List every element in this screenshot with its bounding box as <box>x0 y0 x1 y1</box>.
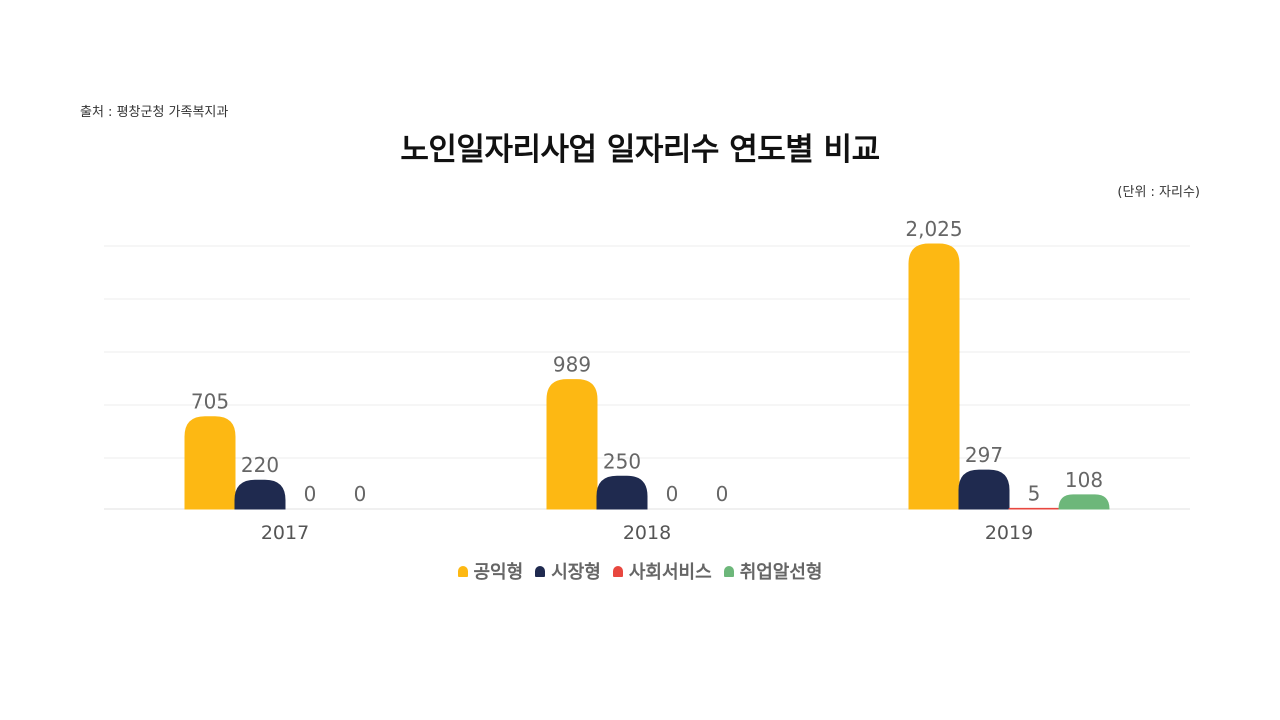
legend-label-1: 시장형 <box>551 562 601 583</box>
legend-item-2[interactable]: 사회서비스 <box>612 558 712 584</box>
x-tick-label-2017: 2017 <box>261 522 309 544</box>
data-label-2018-series-2: 0 <box>666 482 679 506</box>
bar-2017-series-0[interactable] <box>184 416 236 510</box>
legend-item-0[interactable]: 공익형 <box>457 558 524 584</box>
bar-2019-series-1[interactable] <box>958 469 1010 510</box>
bar-2018-series-1[interactable] <box>596 475 648 510</box>
data-label-2017-series-1: 220 <box>241 453 279 477</box>
data-label-2018-series-0: 989 <box>553 353 591 377</box>
legend-swatch-0 <box>457 565 468 577</box>
bar-2018-series-0[interactable] <box>546 379 598 510</box>
legend-swatch-2 <box>612 565 623 577</box>
legend-swatch-3 <box>723 565 734 577</box>
chart-title: 노인일자리사업 일자리수 연도별 비교 <box>400 132 880 168</box>
data-label-2019-series-2: 5 <box>1028 481 1041 505</box>
x-tick-label-2019: 2019 <box>985 522 1033 544</box>
bar-2017-series-1[interactable] <box>234 479 286 510</box>
data-label-2019-series-1: 297 <box>965 443 1003 467</box>
bar-2019-series-2[interactable] <box>1008 507 1060 510</box>
legend-item-3[interactable]: 취업알선형 <box>723 558 823 584</box>
legend-label-0: 공익형 <box>473 562 524 583</box>
bar-2019-series-3[interactable] <box>1058 494 1110 510</box>
x-tick-label-2018: 2018 <box>623 522 671 544</box>
data-label-2018-series-3: 0 <box>716 482 729 506</box>
legend-item-1[interactable]: 시장형 <box>535 558 601 584</box>
legend-label-2: 사회서비스 <box>628 562 712 583</box>
data-label-2018-series-1: 250 <box>603 449 641 473</box>
data-label-2017-series-2: 0 <box>304 482 317 506</box>
unit-note: (단위 : 자리수) <box>1117 185 1200 200</box>
data-label-2019-series-3: 108 <box>1065 468 1103 492</box>
data-label-2019-series-0: 2,025 <box>905 217 962 241</box>
source-note: 출처 : 평창군청 가족복지과 <box>80 105 229 120</box>
legend-label-3: 취업알선형 <box>739 562 823 583</box>
data-label-2017-series-3: 0 <box>354 482 367 506</box>
data-label-2017-series-0: 705 <box>191 390 229 414</box>
legend-swatch-1 <box>535 565 546 577</box>
chart-legend: 공익형 시장형 사회서비스 취업알선형 <box>0 558 1280 584</box>
bar-2019-series-0[interactable] <box>908 243 960 510</box>
